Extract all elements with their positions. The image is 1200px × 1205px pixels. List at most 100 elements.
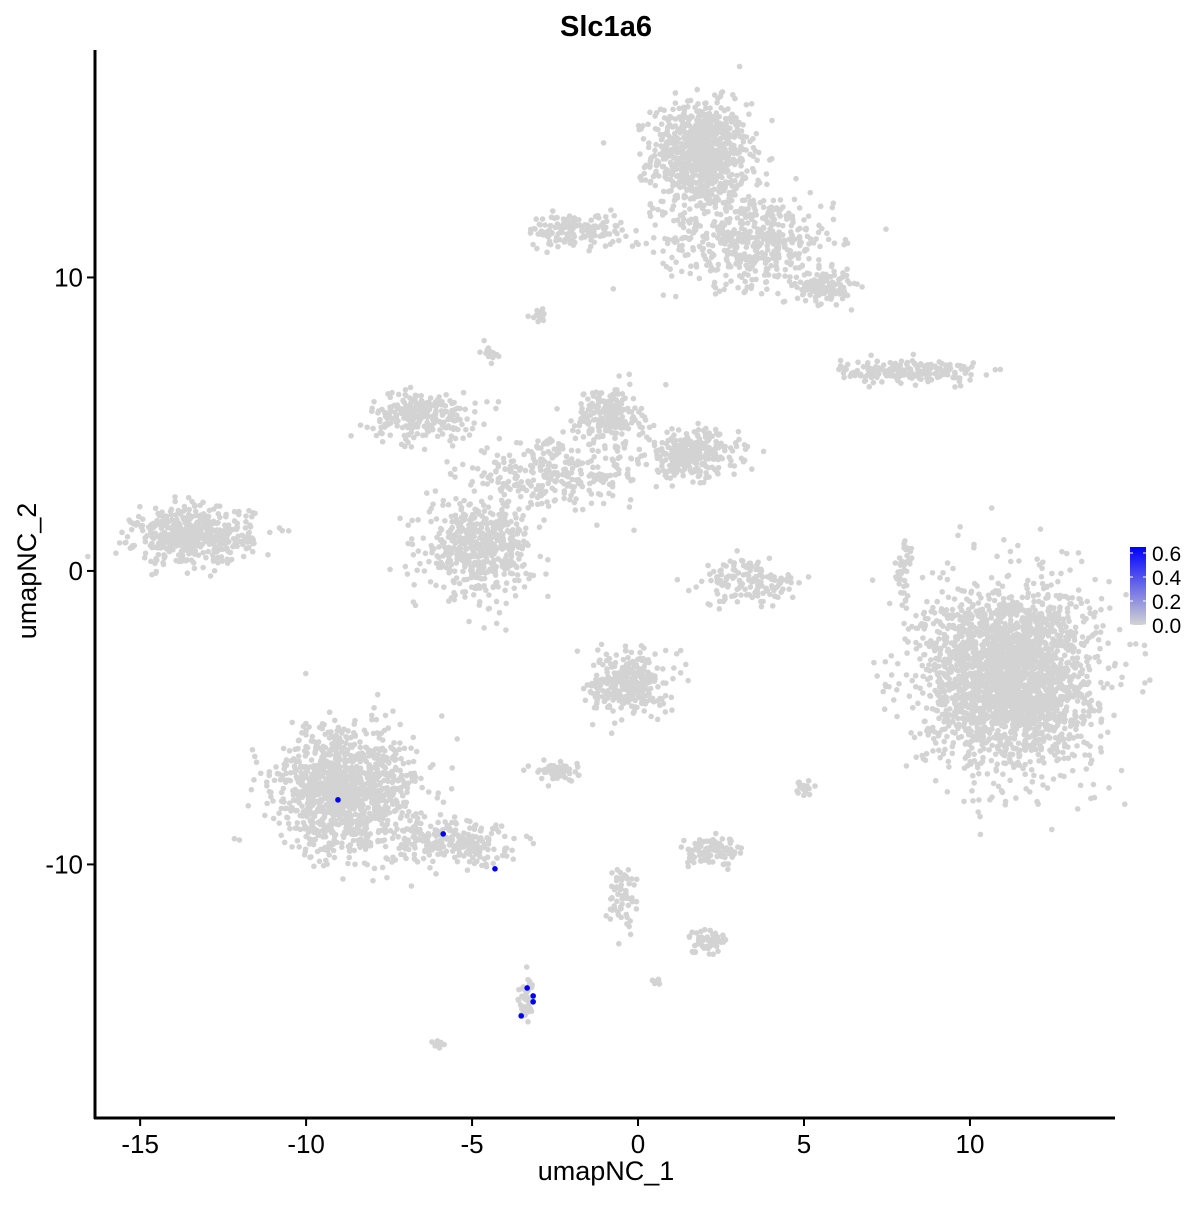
cell-point [521,541,528,548]
cell-point [571,484,578,490]
cell-point [545,556,551,563]
cell-point [384,420,391,426]
cell-point [1088,721,1094,728]
cell-point [918,368,925,375]
cell-point [481,337,487,344]
cell-point [705,208,711,215]
cell-point [511,585,517,591]
cell-point [629,415,635,422]
cell-point [508,466,514,473]
cell-point [733,443,740,450]
cell-point [578,480,584,487]
cell-point [942,726,948,732]
cell-point [541,517,547,523]
cell-point [820,289,826,296]
cell-point [735,182,741,188]
cell-point [152,505,159,512]
cell-point [348,432,354,439]
cell-point [578,401,584,407]
cell-point [807,292,813,298]
cell-point [414,567,420,574]
cell-point [608,207,614,213]
cell-point [695,420,701,427]
cell-point [530,469,536,476]
cell-point [490,511,496,518]
cell-point [704,150,711,156]
cell-point [513,439,520,446]
cell-point [418,392,424,399]
cell-point [405,439,411,446]
cell-point [521,584,528,590]
cell-point [230,535,237,542]
cell-point [874,673,880,679]
cell-point [539,462,546,468]
cell-point [451,466,458,472]
cell-point [728,457,734,464]
cell-point [246,507,252,514]
cell-point [662,472,669,479]
cell-point [792,280,798,287]
cell-point [758,290,765,297]
cell-point [158,545,164,551]
cell-point [835,280,841,287]
cell-point [828,263,835,270]
cell-point [783,216,790,222]
cell-point [452,435,459,442]
cell-point [807,189,814,196]
cell-point [368,408,375,415]
cell-point [571,239,578,246]
cell-point [137,503,143,510]
cell-point [716,153,723,160]
cell-point [554,472,561,479]
cell-point [572,507,579,513]
cell-point [803,225,809,232]
cell-point [504,522,511,528]
cell-point [709,141,716,148]
cell-point [703,154,709,161]
cell-point [646,424,653,431]
cell-point [510,458,517,464]
cell-point [684,187,690,193]
cell-point [525,313,531,320]
cell-point [797,279,804,285]
cell-point [866,369,872,376]
cell-point [216,514,223,521]
cell-point [720,581,726,588]
cell-point [716,172,722,179]
cell-point [833,302,840,308]
cell-point [796,205,803,211]
cell-point [504,560,511,567]
cell-point [898,380,904,386]
cell-point [690,479,696,485]
cell-point [558,478,565,485]
cell-point [231,518,238,524]
cell-point [970,797,976,804]
cell-point [218,546,225,552]
cell-point [822,277,829,284]
cell-point [714,591,721,597]
cell-point [748,282,755,289]
cell-point [508,535,514,541]
cell-point [462,406,468,413]
cell-point [462,589,469,595]
cell-point [752,240,758,247]
cell-point [721,241,728,247]
cell-point [493,468,499,474]
cell-point [628,419,635,426]
cell-point [495,479,501,486]
cell-point [600,422,607,428]
cell-point [992,366,999,373]
cell-point [658,445,665,452]
cell-point [747,564,754,570]
cell-point [496,609,503,616]
cell-point [815,229,822,236]
cell-point [681,202,688,208]
cell-point [660,156,667,162]
cell-point [486,605,493,612]
cell-point [737,220,744,226]
cell-point [1106,785,1112,791]
cell-point [650,422,657,429]
cell-point [535,438,541,444]
cell-point [680,224,687,231]
cell-point [628,477,634,484]
